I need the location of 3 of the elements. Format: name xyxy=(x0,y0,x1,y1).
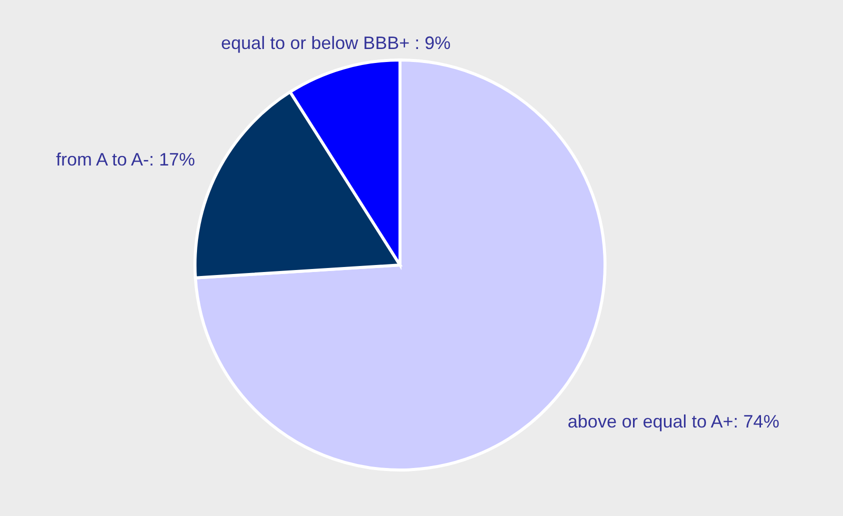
slice-label: from A to A-: 17% xyxy=(56,150,196,170)
slice-label: above or equal to A+: 74% xyxy=(568,411,780,432)
slice-label: equal to or below BBB+ : 9% xyxy=(221,33,451,54)
